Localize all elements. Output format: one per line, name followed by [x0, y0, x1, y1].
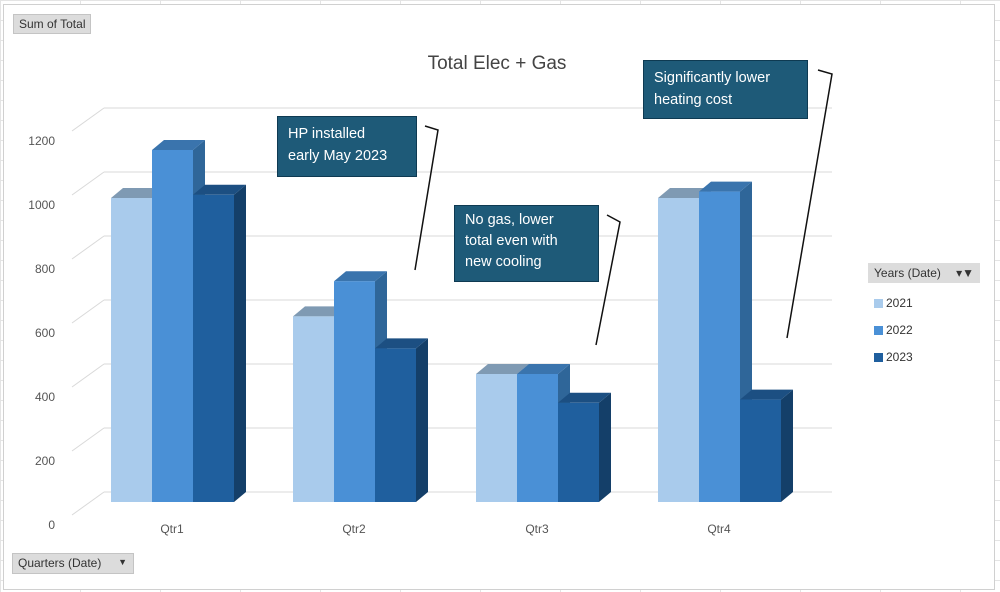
axis-field-button[interactable]: Quarters (Date) ▼	[12, 553, 134, 574]
bar-top	[111, 188, 164, 198]
bar-side	[234, 184, 246, 503]
bar-2021-Qtr2	[293, 316, 334, 502]
y-tick-label: 800	[35, 262, 55, 276]
gridline-floor-edge	[71, 491, 105, 516]
gridline-floor-edge	[71, 427, 105, 452]
bar-top	[334, 271, 387, 282]
y-tick-label: 200	[35, 454, 55, 468]
bar-top	[152, 140, 205, 150]
bar-2022-Qtr4	[699, 191, 740, 502]
gridline-floor-edge	[71, 235, 105, 260]
gridline-floor-edge	[71, 171, 105, 196]
annotation-heating-cost: Significantly lower heating cost	[643, 60, 808, 119]
callout-leader-line	[786, 69, 833, 339]
bar-top	[375, 338, 428, 349]
legend-swatch	[874, 352, 883, 362]
bar-2023-Qtr2	[375, 348, 416, 502]
bar-top	[658, 188, 711, 198]
annotation-line: early May 2023	[288, 148, 388, 164]
bar-top	[740, 389, 793, 400]
bar-2022-Qtr1	[152, 150, 193, 502]
annotation-no-gas: No gas, lower total even with new coolin…	[454, 205, 599, 282]
callout-leader-line	[595, 214, 621, 346]
legend-swatch	[874, 298, 883, 308]
x-tick-label: Qtr1	[160, 522, 184, 536]
bar-top	[476, 364, 529, 374]
x-tick-label: Qtr4	[707, 522, 731, 536]
y-tick-label: 1200	[28, 134, 55, 148]
callout-leader-line	[414, 125, 439, 271]
y-tick-label: 600	[35, 326, 55, 340]
dropdown-arrow-icon: ▼	[118, 557, 127, 567]
bar-2021-Qtr3	[476, 374, 517, 502]
y-tick-label: 1000	[28, 198, 55, 212]
bar-2022-Qtr2	[334, 281, 375, 502]
bar-2021-Qtr4	[658, 198, 699, 502]
bar-2021-Qtr1	[111, 198, 152, 502]
bar-top	[699, 181, 752, 192]
legend: Years (Date) ▾▼ 2021 2022 2023	[868, 263, 980, 364]
y-tick-label: 400	[35, 390, 55, 404]
legend-filter-button[interactable]: Years (Date) ▾▼	[868, 263, 980, 283]
annotation-line: total even with	[465, 233, 558, 249]
annotation-line: No gas, lower	[465, 212, 554, 228]
filter-icon: ▾▼	[956, 266, 974, 280]
y-tick-label: 0	[48, 518, 55, 532]
axis-field-label: Quarters (Date)	[18, 556, 102, 570]
legend-title: Years (Date)	[874, 266, 941, 280]
legend-swatch	[874, 325, 883, 335]
legend-item-2021: 2021	[874, 296, 980, 310]
legend-label: 2022	[886, 323, 913, 337]
annotation-line: new cooling	[465, 254, 542, 270]
bar-2023-Qtr3	[558, 402, 599, 502]
annotation-hp-installed: HP installed early May 2023	[277, 116, 417, 177]
bar-top	[517, 364, 570, 374]
gridline-floor-edge	[71, 107, 105, 132]
bar-2023-Qtr1	[193, 194, 234, 503]
gridline-floor-edge	[71, 363, 105, 388]
gridline-floor-edge	[71, 299, 105, 324]
bar-side	[416, 338, 428, 502]
bar-2023-Qtr4	[740, 399, 781, 502]
chart-title: Total Elec + Gas	[428, 53, 567, 74]
bar-side	[599, 392, 611, 502]
annotation-line: Significantly lower	[654, 70, 771, 86]
legend-label: 2021	[886, 296, 913, 310]
bar-top	[558, 392, 611, 403]
legend-item-2023: 2023	[874, 350, 980, 364]
x-tick-label: Qtr2	[342, 522, 366, 536]
x-tick-label: Qtr3	[525, 522, 549, 536]
annotation-line: heating cost	[654, 92, 733, 108]
bar-side	[781, 389, 793, 502]
bar-top	[293, 306, 346, 317]
legend-label: 2023	[886, 350, 913, 364]
bar-top	[193, 184, 246, 195]
bar-2022-Qtr3	[517, 374, 558, 502]
annotation-line: HP installed	[288, 126, 366, 142]
legend-item-2022: 2022	[874, 323, 980, 337]
value-field-button[interactable]: Sum of Total	[13, 14, 92, 34]
